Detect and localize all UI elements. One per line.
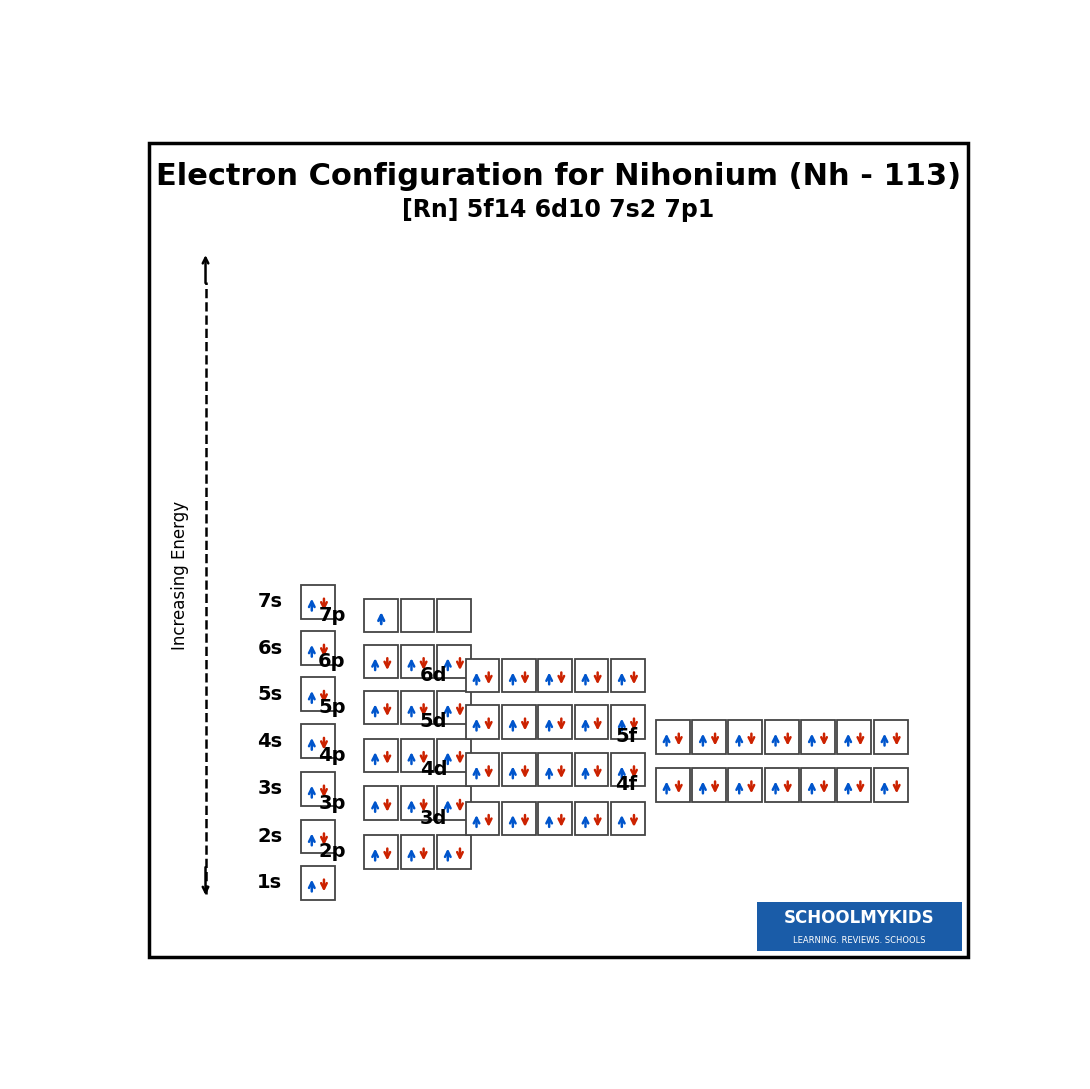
Bar	[301, 677, 335, 711]
Text: 2p: 2p	[318, 842, 346, 861]
Bar	[502, 802, 536, 835]
Text: 1s: 1s	[257, 873, 282, 892]
Text: 6d: 6d	[420, 666, 447, 685]
Text: 7s: 7s	[257, 592, 282, 611]
Bar	[574, 659, 608, 693]
Bar	[401, 645, 435, 678]
Bar	[538, 659, 572, 693]
Bar	[301, 632, 335, 664]
Bar	[574, 705, 608, 738]
Text: SCHOOLMYKIDS: SCHOOLMYKIDS	[784, 909, 934, 927]
Bar	[765, 768, 799, 802]
Bar	[502, 752, 536, 786]
Bar	[656, 720, 690, 754]
Bar	[874, 720, 908, 754]
Bar	[611, 802, 645, 835]
Bar	[465, 659, 499, 693]
Bar	[465, 752, 499, 786]
Bar	[758, 902, 961, 951]
Text: 3s: 3s	[257, 780, 282, 798]
Bar	[401, 835, 435, 869]
Bar	[574, 802, 608, 835]
Bar	[538, 752, 572, 786]
Bar	[801, 720, 835, 754]
Text: 5f: 5f	[615, 727, 638, 746]
Text: 4f: 4f	[615, 775, 638, 794]
Bar	[437, 690, 471, 724]
Text: Increasing Energy: Increasing Energy	[171, 501, 190, 650]
Bar	[301, 772, 335, 806]
Bar	[538, 802, 572, 835]
Bar	[301, 724, 335, 758]
Text: 3p: 3p	[318, 794, 346, 812]
Bar	[611, 752, 645, 786]
Bar	[874, 768, 908, 802]
Text: 5d: 5d	[420, 712, 447, 732]
Text: 4s: 4s	[257, 732, 282, 750]
Bar	[364, 738, 398, 772]
Bar	[301, 820, 335, 854]
Text: 5p: 5p	[318, 698, 346, 717]
Text: 3d: 3d	[420, 809, 447, 828]
Bar	[437, 599, 471, 632]
Bar	[465, 802, 499, 835]
Text: 4d: 4d	[420, 760, 447, 779]
Bar	[301, 866, 335, 900]
Bar	[437, 738, 471, 772]
Bar	[837, 720, 871, 754]
Bar	[728, 720, 762, 754]
Bar	[401, 599, 435, 632]
Bar	[692, 768, 726, 802]
Bar	[364, 645, 398, 678]
Bar	[837, 768, 871, 802]
Bar	[728, 768, 762, 802]
Text: 6p: 6p	[318, 652, 346, 671]
Bar	[401, 738, 435, 772]
Text: [Rn] 5f14 6d10 7s2 7p1: [Rn] 5f14 6d10 7s2 7p1	[402, 198, 715, 222]
Bar	[692, 720, 726, 754]
Bar	[611, 659, 645, 693]
Bar	[437, 645, 471, 678]
Text: 2s: 2s	[257, 828, 282, 846]
Bar	[401, 786, 435, 820]
Bar	[801, 768, 835, 802]
Bar	[401, 690, 435, 724]
Text: 5s: 5s	[257, 685, 282, 703]
Bar	[364, 599, 398, 632]
Bar	[364, 786, 398, 820]
Bar	[538, 705, 572, 738]
Text: 4p: 4p	[318, 746, 346, 764]
Bar	[611, 705, 645, 738]
Bar	[765, 720, 799, 754]
Text: 7p: 7p	[318, 605, 346, 625]
Text: Electron Configuration for Nihonium (Nh - 113): Electron Configuration for Nihonium (Nh …	[156, 162, 961, 192]
Bar	[437, 786, 471, 820]
Bar	[364, 835, 398, 869]
Bar	[574, 752, 608, 786]
Bar	[364, 690, 398, 724]
Bar	[502, 659, 536, 693]
Text: 6s: 6s	[257, 638, 282, 658]
Bar	[301, 585, 335, 619]
Bar	[502, 705, 536, 738]
Bar	[656, 768, 690, 802]
Text: LEARNING. REVIEWS. SCHOOLS: LEARNING. REVIEWS. SCHOOLS	[794, 935, 925, 944]
Bar	[437, 835, 471, 869]
Bar	[465, 705, 499, 738]
